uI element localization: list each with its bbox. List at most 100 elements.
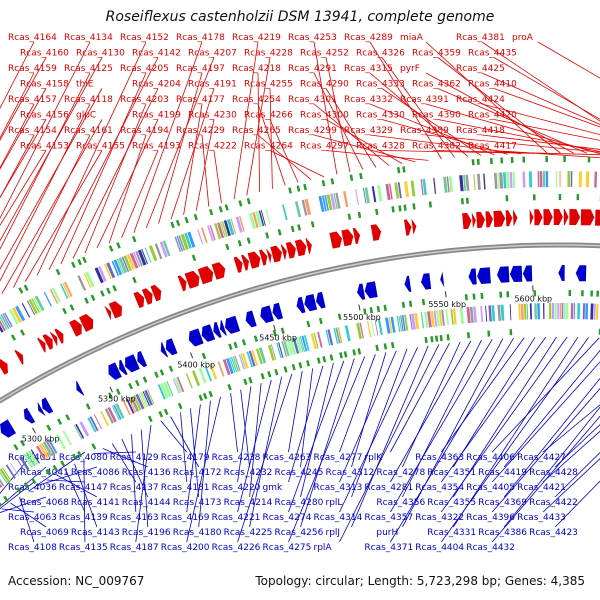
rna-marker bbox=[274, 368, 279, 376]
rna-marker bbox=[306, 320, 311, 328]
gene-label: Rcas_4424 bbox=[456, 95, 505, 105]
category-bar bbox=[42, 441, 54, 457]
category-bar bbox=[410, 180, 416, 197]
minus-strand-gene bbox=[225, 315, 241, 334]
rna-marker bbox=[466, 332, 470, 339]
rna-marker bbox=[357, 211, 362, 219]
category-bar bbox=[222, 359, 231, 376]
rna-marker bbox=[310, 221, 315, 228]
minus-strand-gene bbox=[76, 380, 85, 396]
label-leader-line bbox=[491, 387, 600, 513]
category-bar bbox=[377, 318, 383, 335]
category-bar bbox=[27, 450, 39, 466]
category-bar bbox=[226, 358, 234, 374]
category-bar bbox=[446, 176, 450, 193]
gene-label: Rcas_4256 bbox=[275, 528, 324, 538]
minus-strand-gene bbox=[509, 265, 523, 282]
category-bar bbox=[512, 171, 516, 188]
label-leader-line bbox=[425, 103, 600, 155]
gene-label: Rcas_4180 bbox=[173, 528, 222, 538]
gene-label-layer: Rcas_4164 Rcas_4160 Rcas_4159 Rcas_4158 Rcas… bbox=[0, 33, 600, 553]
gene-label: Rcas_4427 bbox=[517, 453, 566, 463]
category-bar bbox=[174, 236, 182, 253]
label-leader-line bbox=[37, 466, 98, 486]
rna-marker bbox=[330, 178, 335, 185]
label-leader-line bbox=[201, 134, 210, 207]
label-leader-line bbox=[0, 72, 91, 250]
gene-label: Rcas_4245 bbox=[275, 468, 324, 478]
rna-marker bbox=[349, 174, 354, 181]
label-leader-line bbox=[0, 41, 35, 109]
category-bar bbox=[116, 258, 124, 274]
rna-marker bbox=[198, 394, 203, 402]
category-bar bbox=[480, 306, 484, 323]
label-leader-line bbox=[135, 425, 152, 543]
label-leader-line bbox=[425, 41, 548, 154]
category-bar bbox=[570, 171, 573, 188]
rna-marker bbox=[288, 187, 292, 194]
label-leader-line bbox=[351, 345, 429, 528]
plus-strand-gene bbox=[294, 239, 307, 257]
minus-strand-gene bbox=[477, 267, 491, 284]
gene-label: Rcas_4421 bbox=[517, 483, 566, 493]
category-bar bbox=[573, 303, 575, 320]
gene-label: Rcas_4264 bbox=[244, 142, 293, 152]
plus-strand-gene bbox=[141, 288, 153, 305]
gene-label: Rcas_4143 bbox=[71, 528, 120, 538]
rna-marker bbox=[297, 224, 302, 231]
label-leader-line bbox=[111, 443, 137, 483]
category-bar bbox=[555, 171, 557, 187]
category-bar bbox=[335, 192, 341, 209]
category-bar bbox=[87, 417, 97, 433]
category-bar bbox=[278, 342, 284, 358]
rna-marker bbox=[352, 349, 357, 356]
category-bar bbox=[267, 344, 275, 361]
gene-label: Rcas_4193 bbox=[132, 142, 181, 152]
label-leader-line bbox=[158, 72, 203, 224]
category-bar bbox=[448, 176, 453, 193]
category-bar bbox=[255, 211, 263, 228]
category-bar bbox=[255, 348, 263, 365]
plus-strand-gene bbox=[37, 337, 46, 353]
category-bar bbox=[133, 395, 142, 411]
category-bar bbox=[49, 288, 59, 304]
category-bar bbox=[567, 171, 571, 187]
category-bar bbox=[427, 311, 432, 328]
gene-label: Rcas_4355 bbox=[427, 498, 476, 508]
category-bar bbox=[394, 182, 400, 199]
category-bar bbox=[563, 303, 566, 319]
category-bar bbox=[276, 342, 282, 359]
rna-marker bbox=[316, 357, 321, 364]
category-bar bbox=[497, 172, 500, 189]
category-bar bbox=[142, 391, 151, 407]
category-bar bbox=[209, 363, 218, 380]
gene-label: Rcas_4357 bbox=[364, 513, 413, 523]
category-bar bbox=[466, 307, 471, 324]
gene-label: Rcas_4389 bbox=[400, 126, 449, 136]
category-bar bbox=[0, 483, 3, 488]
rna-marker bbox=[430, 336, 434, 343]
category-bar bbox=[396, 315, 401, 332]
category-bar bbox=[191, 370, 201, 387]
category-bar bbox=[234, 355, 241, 372]
rna-marker bbox=[375, 344, 379, 352]
plus-strand-gene bbox=[184, 270, 200, 289]
category-bar bbox=[178, 235, 186, 251]
rna-marker bbox=[19, 439, 26, 447]
rna-marker bbox=[329, 354, 334, 361]
label-leader-line bbox=[390, 340, 472, 483]
category-bar bbox=[113, 259, 123, 276]
label-leader-line bbox=[313, 41, 338, 175]
gene-label: Rcas_4369 bbox=[478, 498, 527, 508]
label-leader-line bbox=[339, 350, 397, 483]
rna-marker bbox=[464, 294, 468, 301]
category-bar bbox=[503, 172, 507, 189]
gene-label: Rcas_4177 bbox=[176, 95, 225, 105]
category-bar bbox=[159, 241, 168, 258]
rna-marker bbox=[0, 502, 2, 507]
plus-strand-gene bbox=[241, 254, 249, 271]
plus-strand-gene bbox=[462, 212, 472, 230]
category-bar bbox=[157, 384, 166, 400]
rna-marker bbox=[383, 304, 387, 312]
category-bar bbox=[560, 303, 562, 319]
